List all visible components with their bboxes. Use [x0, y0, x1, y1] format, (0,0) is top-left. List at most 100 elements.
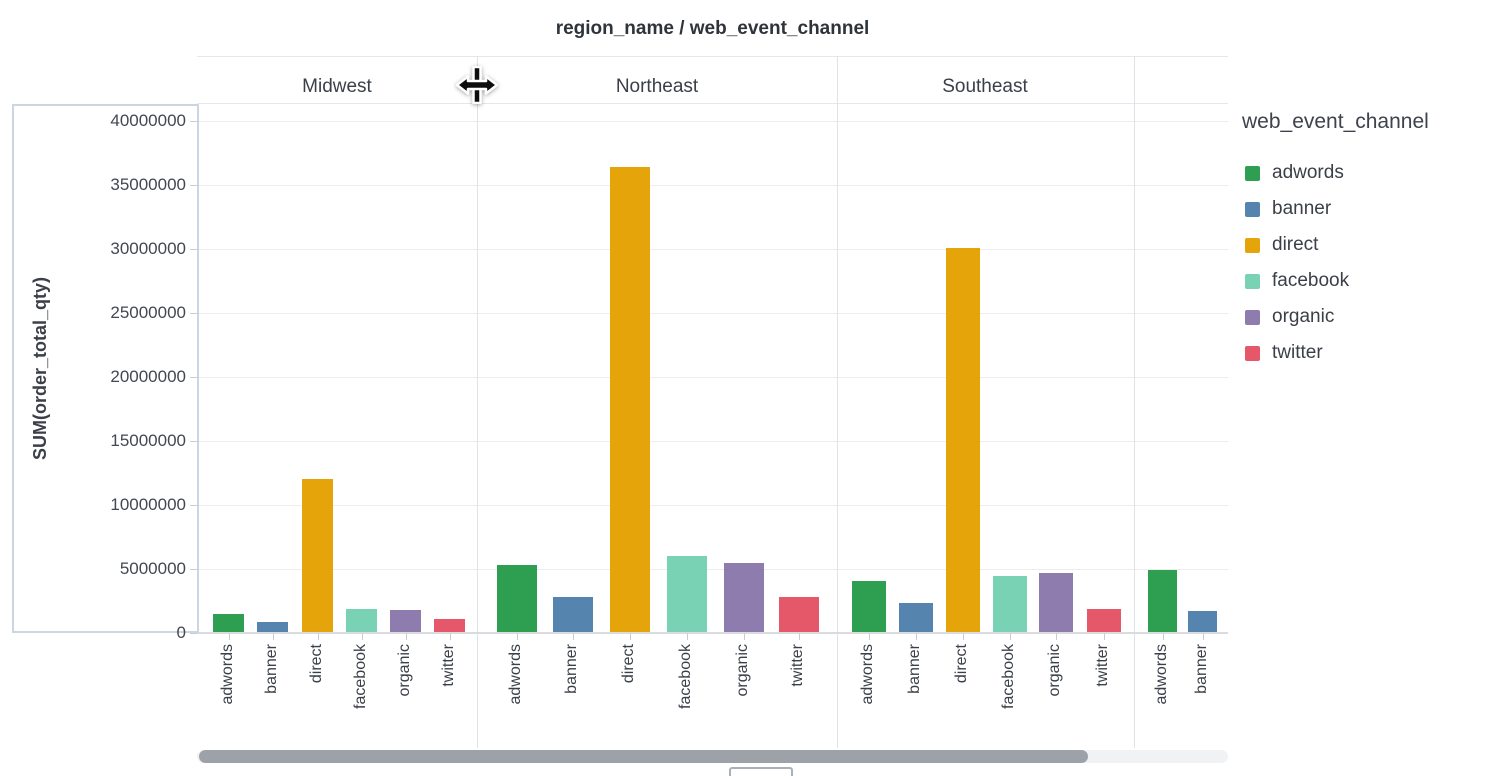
x-tick-mark	[228, 633, 230, 640]
x-tick-mark	[1056, 633, 1057, 640]
bar-southeast-banner[interactable]	[899, 603, 933, 633]
x-tick-mark	[1010, 633, 1011, 640]
bar-northeast-adwords[interactable]	[497, 565, 537, 633]
x-label-twitter: twitter	[1094, 644, 1111, 687]
gridline	[197, 185, 1228, 186]
bar-southeast-organic[interactable]	[1039, 573, 1073, 633]
legend-item-label: direct	[1272, 234, 1319, 255]
x-label-direct: direct	[620, 644, 637, 684]
x-tick-mark	[361, 633, 363, 640]
y-axis-panel[interactable]	[12, 104, 199, 633]
legend-item-label: organic	[1272, 306, 1335, 327]
x-tick-mark	[687, 633, 688, 640]
bar-northeast-direct[interactable]	[610, 167, 650, 633]
x-tick-mark	[272, 633, 274, 640]
facet-header-northeast: Northeast	[615, 76, 699, 97]
cropped-bottom-box	[729, 767, 793, 776]
facet-divider	[477, 56, 478, 748]
legend-swatch-direct	[1245, 237, 1260, 253]
bar-partial-region-banner[interactable]	[1188, 611, 1217, 633]
bar-midwest-twitter[interactable]	[434, 619, 465, 633]
gridline	[197, 377, 1228, 378]
x-tick-mark	[744, 633, 745, 640]
facet-divider	[837, 56, 838, 748]
bar-midwest-organic[interactable]	[390, 610, 421, 633]
x-label-adwords: adwords	[218, 644, 236, 705]
y-tick-label: 15000000	[110, 431, 186, 450]
facet-header-midwest: Midwest	[302, 76, 372, 97]
x-label-organic: organic	[395, 644, 413, 697]
y-tick-label: 5000000	[119, 559, 186, 578]
y-tick-label: 20000000	[110, 367, 186, 386]
bar-southeast-twitter[interactable]	[1087, 609, 1121, 633]
x-tick-mark	[317, 633, 319, 640]
x-tick-mark	[1202, 633, 1204, 640]
facet-divider	[1134, 56, 1135, 748]
x-label-direct: direct	[953, 644, 970, 684]
gridline	[197, 313, 1228, 314]
legend-item-facebook[interactable]: facebook	[1245, 263, 1495, 299]
bar-northeast-banner[interactable]	[553, 597, 593, 633]
x-tick-mark	[869, 633, 870, 640]
x-label-adwords: adwords	[1152, 644, 1170, 705]
bar-midwest-banner[interactable]	[257, 622, 288, 633]
x-tick-mark	[405, 633, 407, 640]
legend-item-direct[interactable]: direct	[1245, 227, 1495, 263]
legend-title: web_event_channel	[1242, 110, 1429, 133]
bar-southeast-adwords[interactable]	[852, 581, 886, 633]
y-tick-label: 30000000	[110, 239, 186, 258]
bar-southeast-direct[interactable]	[946, 248, 980, 633]
x-label-banner: banner	[262, 644, 280, 694]
bar-midwest-adwords[interactable]	[213, 614, 244, 633]
gridline	[197, 569, 1228, 570]
y-tick-mark	[190, 185, 197, 186]
bar-midwest-facebook[interactable]	[346, 609, 377, 633]
bar-southeast-facebook[interactable]	[993, 576, 1027, 633]
x-label-organic: organic	[1046, 644, 1063, 697]
x-label-banner: banner	[1192, 644, 1210, 694]
y-tick-mark	[190, 313, 197, 314]
y-tick-mark	[190, 249, 197, 250]
gridline	[197, 441, 1228, 442]
x-label-organic: organic	[734, 644, 751, 697]
legend-item-label: adwords	[1272, 162, 1344, 183]
legend-item-banner[interactable]: banner	[1245, 191, 1495, 227]
x-label-facebook: facebook	[351, 644, 369, 709]
x-tick-mark	[517, 633, 518, 640]
y-tick-mark	[190, 441, 197, 442]
legend-swatch-adwords	[1245, 165, 1260, 181]
x-label-twitter: twitter	[439, 644, 457, 687]
gridline	[197, 249, 1228, 250]
gridline	[197, 121, 1228, 122]
y-tick-label: 35000000	[110, 175, 186, 194]
legend-item-organic[interactable]: organic	[1245, 299, 1495, 335]
chart-title: region_name / web_event_channel	[555, 18, 870, 39]
legend-item-adwords[interactable]: adwords	[1245, 155, 1495, 191]
y-tick-label: 10000000	[110, 495, 186, 514]
facet-header-bottom-border	[197, 103, 1228, 104]
legend-item-twitter[interactable]: twitter	[1245, 335, 1495, 371]
bar-northeast-twitter[interactable]	[779, 597, 819, 633]
y-tick-mark	[190, 633, 197, 634]
horizontal-scrollbar-thumb[interactable]	[199, 750, 1088, 763]
x-label-adwords: adwords	[859, 644, 876, 705]
y-tick-mark	[190, 377, 197, 378]
bar-partial-region-adwords[interactable]	[1148, 570, 1177, 633]
y-tick-mark	[190, 505, 197, 506]
legend-swatch-twitter	[1245, 345, 1260, 361]
x-tick-mark	[573, 633, 574, 640]
bar-midwest-direct[interactable]	[302, 479, 333, 633]
legend-item-label: twitter	[1272, 342, 1323, 363]
bar-northeast-organic[interactable]	[724, 563, 764, 633]
legend-item-label: banner	[1272, 198, 1332, 219]
facet-header-top-border	[197, 56, 1228, 57]
y-tick-mark	[190, 121, 197, 122]
legend-swatch-facebook	[1245, 273, 1260, 289]
facet-header-southeast: Southeast	[942, 76, 1028, 97]
y-axis-title: SUM(order_total_qty)	[30, 277, 50, 461]
legend-item-label: facebook	[1272, 270, 1350, 291]
bar-northeast-facebook[interactable]	[667, 556, 707, 633]
x-label-banner: banner	[563, 644, 580, 694]
x-tick-mark	[916, 633, 917, 640]
x-label-twitter: twitter	[789, 644, 806, 687]
